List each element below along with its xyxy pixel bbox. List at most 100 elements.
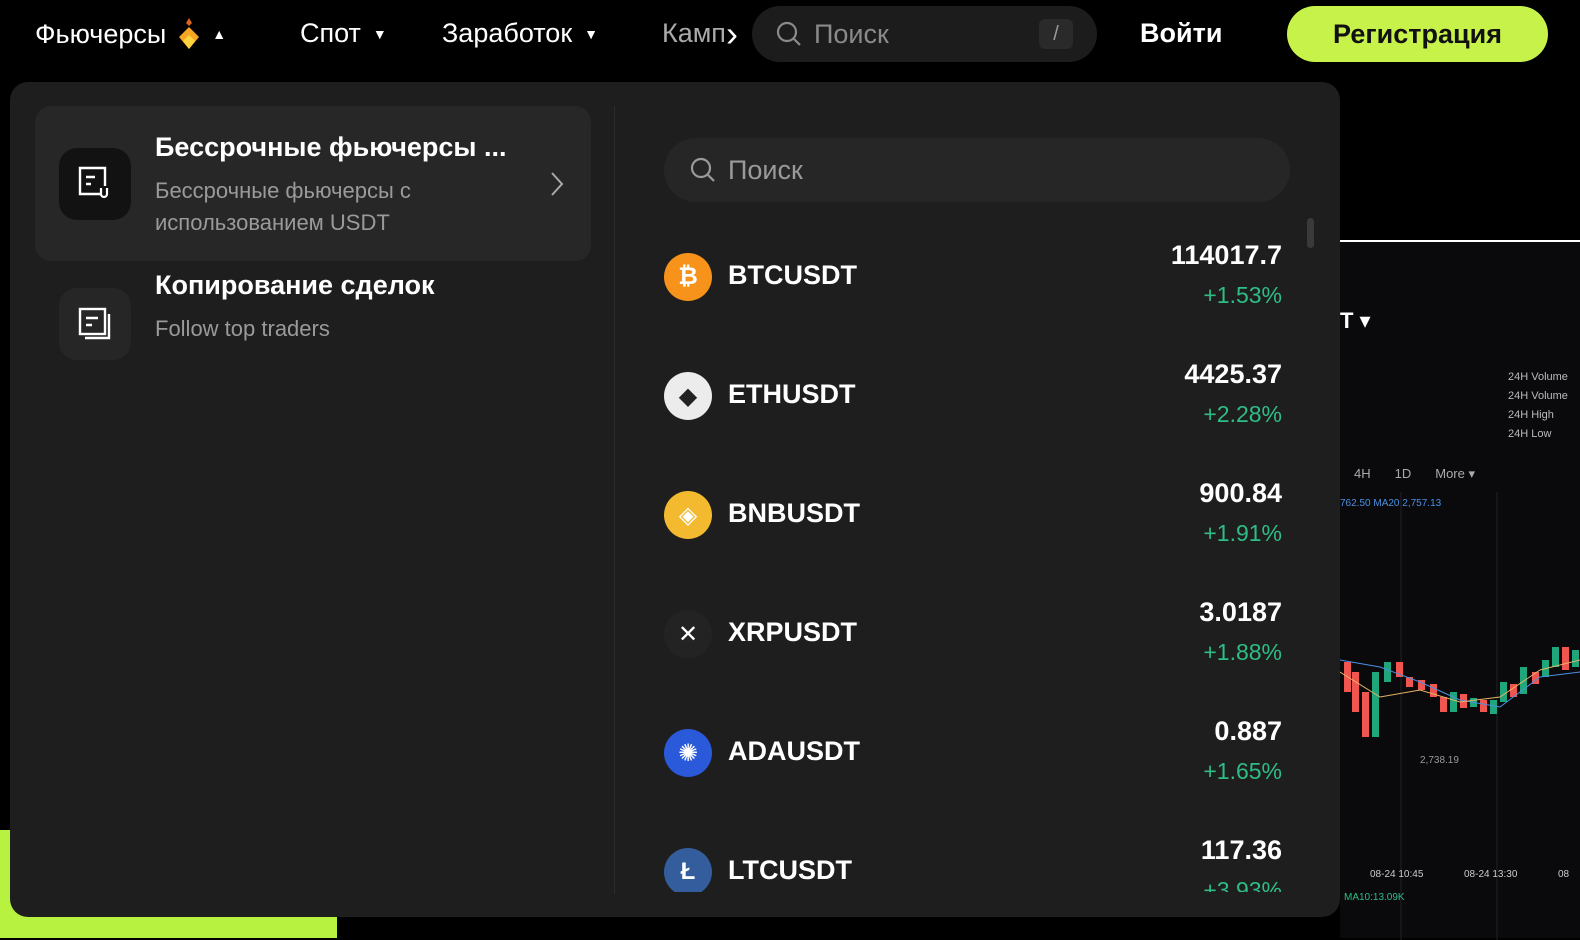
market-change: +1.65% [1203,758,1282,784]
time-label: 08 [1558,869,1570,880]
candle [1490,700,1497,714]
market-change: +3.93% [1203,877,1282,892]
timeframe-4h[interactable]: 4H [1354,466,1371,481]
top-nav-bar: Фьючерсы ▲ Спот ▼ Заработок ▼ Камп › Пои… [0,0,1580,70]
market-price: 3.0187 [1199,597,1282,627]
candle [1572,650,1579,667]
market-row[interactable]: ₿ BTCUSDT 114017.7 +1.53% [664,218,1282,337]
nav-label: Спот [300,18,361,48]
market-row[interactable]: ✕ XRPUSDT 3.0187 +1.88% [664,575,1282,694]
market-symbol: BTCUSDT [728,260,857,290]
nav-campaigns[interactable]: Камп › [662,13,738,54]
stats-labels: 24H Volume 24H Volume 24H High 24H Low [1508,368,1568,444]
timeframe-more[interactable]: More ▾ [1435,466,1476,481]
litecoin-icon: Ł [664,848,712,892]
market-symbol: ETHUSDT [728,379,856,409]
stat-label: 24H Volume [1508,371,1568,383]
chevron-right-icon [551,172,564,196]
candle [1532,672,1539,684]
chevron-right-icon[interactable]: › [725,13,738,54]
category-subtitle: Бессрочные фьючерсы с использованием USD… [155,178,411,235]
search-icon [776,21,801,46]
nav-earn[interactable]: Заработок ▼ [442,18,598,49]
copy-document-icon [59,288,131,360]
panel-divider [614,106,615,894]
flame-icon [179,18,200,49]
nav-spot[interactable]: Спот ▼ [300,18,387,49]
candle [1362,692,1369,737]
stat-label: 24H Volume [1508,390,1568,402]
market-price: 117.36 [1200,835,1282,865]
market-symbol: ADAUSDT [728,736,860,766]
candle [1510,684,1517,697]
bitcoin-icon: ₿ [664,253,712,301]
market-price: 4425.37 [1184,359,1282,389]
header-search-input[interactable]: Поиск / [752,6,1097,62]
candle [1480,700,1487,712]
time-label: 08-24 13:30 [1464,869,1518,880]
market-price: 114017.7 [1170,240,1282,270]
category-subtitle: Follow top traders [155,316,330,341]
moving-average-line [1340,659,1580,703]
nav-futures[interactable]: Фьючерсы ▲ [35,18,226,50]
market-change: +1.53% [1203,282,1282,308]
xrp-icon: ✕ [664,610,712,658]
moving-average-line [1340,659,1580,708]
login-button[interactable]: Войти [1140,18,1223,48]
stat-label: 24H High [1508,409,1554,421]
market-list: ₿ BTCUSDT 114017.7 +1.53% ◆ ETHUSDT 4425.… [664,218,1292,892]
market-search-input[interactable]: Поиск [664,138,1290,202]
candle [1562,647,1569,670]
category-copy-trading[interactable]: Копирование сделок Follow top traders [35,262,591,417]
candle [1430,684,1437,697]
market-price: 0.887 [1214,716,1282,746]
category-perpetual-futures[interactable]: Бессрочные фьючерсы ... Бессрочные фьюче… [35,106,591,261]
timeframe-1d[interactable]: 1D [1394,466,1412,481]
ethereum-icon: ◆ [664,372,712,420]
candle [1384,662,1391,682]
candle [1372,672,1379,737]
volume-ma-label: MA10:13.09K [1344,892,1405,903]
candle [1396,662,1403,677]
market-change: +1.88% [1203,639,1282,665]
candle [1352,672,1359,712]
document-u-icon [59,148,131,220]
market-change: +1.91% [1203,520,1282,546]
background-price-chart: T ▾ 24H Volume 24H Volume 24H High 24H L… [1340,240,1580,940]
search-placeholder: Поиск [728,154,803,185]
low-marker-label: 2,738.19 [1420,755,1459,766]
register-button[interactable]: Регистрация [1287,6,1548,62]
time-label: 08-24 10:45 [1370,869,1424,880]
market-price: 900.84 [1199,478,1282,508]
nav-label: Камп [662,18,726,48]
market-symbol: LTCUSDT [728,855,852,885]
nav-label: Фьючерсы [35,18,167,49]
candle [1520,667,1527,694]
candle [1500,682,1507,702]
market-row[interactable]: ✺ ADAUSDT 0.887 +1.65% [664,694,1282,813]
nav-label: Заработок [442,18,573,48]
market-list-scrollbar[interactable] [1307,218,1314,248]
candle [1552,647,1559,667]
category-title: Копирование сделок [155,270,435,300]
caret-down-icon: ▼ [372,25,387,42]
candle [1418,680,1425,690]
candle [1440,697,1447,712]
market-row[interactable]: Ł LTCUSDT 117.36 +3.93% [664,813,1282,892]
market-row[interactable]: ◆ ETHUSDT 4425.37 +2.28% [664,337,1282,456]
candle [1406,677,1413,687]
market-change: +2.28% [1203,401,1282,427]
market-symbol: BNBUSDT [728,498,860,528]
cardano-icon: ✺ [664,729,712,777]
bnb-icon: ◈ [664,491,712,539]
ma-legend: 762.50 MA20:2,757.13 [1340,498,1442,509]
caret-up-icon: ▲ [212,26,227,42]
pair-selector[interactable]: T ▾ [1340,308,1371,333]
market-row[interactable]: ◈ BNBUSDT 900.84 +1.91% [664,456,1282,575]
shortcut-hint: / [1039,19,1073,49]
candle [1450,692,1457,712]
category-title: Бессрочные фьючерсы ... [155,132,507,162]
search-placeholder: Поиск [814,18,889,49]
caret-down-icon: ▼ [584,25,598,42]
search-icon [690,157,715,182]
